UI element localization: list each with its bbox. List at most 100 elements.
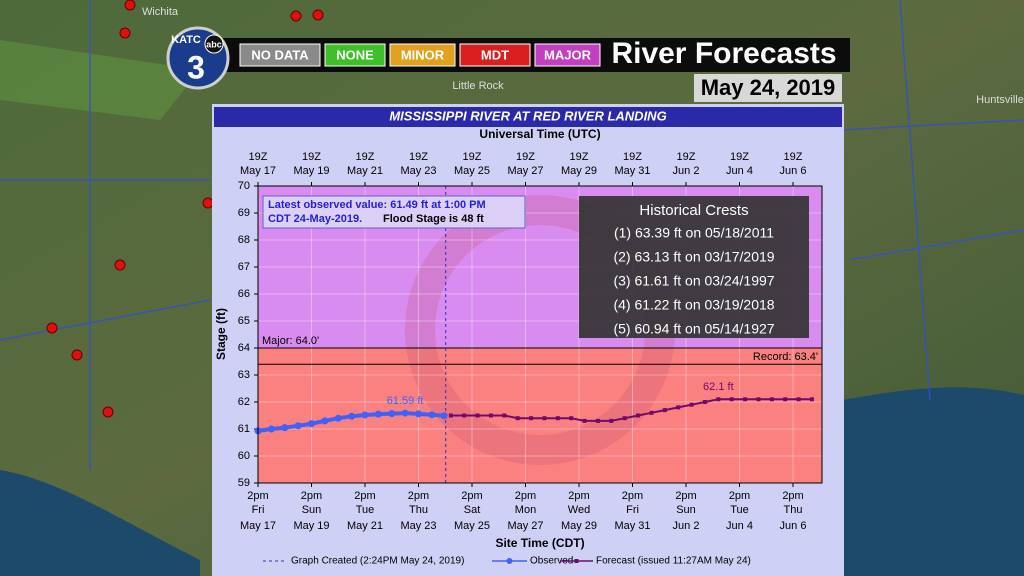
forecast-point — [676, 405, 681, 410]
x-tick-date: Jun 2 — [673, 520, 700, 532]
y-tick-label: 66 — [238, 288, 250, 300]
x-tick-day: Mon — [515, 504, 536, 516]
y-tick-label: 70 — [238, 180, 250, 192]
forecast-point — [636, 413, 641, 418]
forecast-point — [529, 416, 534, 421]
x-tick-date: May 27 — [507, 520, 543, 532]
forecast-point — [515, 416, 520, 421]
legend-swatch — [389, 43, 456, 67]
x-axis-label: Site Time (CDT) — [495, 536, 584, 550]
map-label: Wichita — [142, 6, 179, 18]
note-line: Latest observed value: 61.49 ft at 1:00 … — [268, 199, 486, 211]
forecast-point — [488, 413, 493, 418]
severity-legend: NO DATA NONE MINOR MDT MAJOR — [239, 43, 601, 67]
observed-point — [281, 424, 289, 432]
legend-label: NONE — [336, 47, 374, 62]
crest-item: (2) 63.13 ft on 03/17/2019 — [613, 249, 774, 265]
observed-point — [321, 417, 329, 425]
x-tick-day: Sun — [302, 504, 322, 516]
x2-tick-date: May 25 — [454, 165, 490, 177]
y-tick-label: 68 — [238, 234, 250, 246]
crest-item: (4) 61.22 ft on 03/19/2018 — [613, 297, 774, 313]
x2-tick-date: Jun 6 — [780, 165, 807, 177]
x-tick-date: May 25 — [454, 520, 490, 532]
forecast-point — [502, 413, 507, 418]
observed-point — [428, 411, 436, 419]
x2-tick-label: 19Z — [623, 151, 642, 163]
legend-label: MDT — [481, 47, 509, 62]
x-tick-date: Jun 6 — [780, 520, 807, 532]
x2-tick-label: 19Z — [730, 151, 749, 163]
x-tick-date: May 29 — [561, 520, 597, 532]
x2-tick-date: May 29 — [561, 165, 597, 177]
x-tick-label: 2pm — [461, 490, 482, 502]
data-label: 61.59 ft — [387, 395, 424, 407]
x2-tick-label: 19Z — [356, 151, 375, 163]
x2-axis-label: Universal Time (UTC) — [479, 127, 600, 141]
legend-swatch — [324, 43, 386, 67]
x2-tick-date: May 19 — [293, 165, 329, 177]
x2-tick-label: 19Z — [570, 151, 589, 163]
series-line — [450, 398, 812, 422]
forecast-point — [448, 413, 453, 418]
forecast-point — [569, 416, 574, 421]
x2-tick-date: May 31 — [614, 165, 650, 177]
x-tick-day: Tue — [730, 504, 749, 516]
x-tick-label: 2pm — [568, 490, 589, 502]
legend-label: Forecast (issued 11:27AM May 24) — [596, 556, 751, 567]
observed-point — [388, 410, 396, 418]
forecast-point — [542, 416, 547, 421]
x2-tick-label: 19Z — [302, 151, 321, 163]
plot-frame — [257, 185, 823, 484]
x-tick-label: 2pm — [408, 490, 429, 502]
forecast-point — [689, 402, 694, 407]
observed-point — [294, 422, 302, 430]
note-line: Flood Stage is 48 ft — [383, 213, 484, 225]
forecast-point — [756, 397, 761, 402]
x-tick-label: 2pm — [675, 490, 696, 502]
legend-swatch — [534, 43, 601, 67]
x-tick-date: May 21 — [347, 520, 383, 532]
forecast-point — [716, 397, 721, 402]
forecast-point — [555, 416, 560, 421]
note-box — [262, 195, 526, 229]
x-tick-label: 2pm — [354, 490, 375, 502]
x-tick-date: May 31 — [614, 520, 650, 532]
x2-tick-date: Jun 2 — [673, 165, 700, 177]
forecast-point — [743, 397, 748, 402]
x-tick-day: Sat — [464, 504, 481, 516]
x2-tick-label: 19Z — [784, 151, 803, 163]
legend-label: MAJOR — [544, 47, 592, 62]
y-axis-label: Stage (ft) — [214, 308, 228, 360]
y-tick-label: 62 — [238, 396, 250, 408]
x2-tick-date: May 17 — [240, 165, 276, 177]
x2-tick-date: May 27 — [507, 165, 543, 177]
x-tick-day: Thu — [784, 504, 803, 516]
x-tick-date: May 17 — [240, 520, 276, 532]
x-tick-label: 2pm — [247, 490, 268, 502]
x-tick-label: 2pm — [301, 490, 322, 502]
forecast-point — [462, 413, 467, 418]
channel-number: 3 — [187, 49, 205, 85]
note-line: CDT 24-May-2019. — [268, 213, 362, 225]
observed-point — [267, 425, 275, 433]
observed-point — [348, 412, 356, 420]
station-name: KATC — [171, 34, 201, 46]
observed-point — [440, 412, 448, 420]
observed-point — [415, 410, 423, 418]
chart-title: MISSISSIPPI RIVER AT RED RIVER LANDING — [389, 108, 666, 123]
crests-title: Historical Crests — [639, 202, 748, 219]
x-tick-day: Thu — [409, 504, 428, 516]
map-borders — [0, 0, 1024, 470]
y-tick-label: 63 — [238, 369, 250, 381]
reference-label: Record: 63.4' — [753, 351, 818, 363]
banner-title: River Forecasts — [611, 37, 836, 70]
x-tick-date: May 23 — [400, 520, 436, 532]
forecast-point — [649, 410, 654, 415]
y-tick-label: 67 — [238, 261, 250, 273]
legend-created: Graph Created (2:24PM May 24, 2019) — [291, 556, 464, 567]
observed-point — [361, 411, 369, 419]
map-zone — [0, 40, 200, 120]
x2-tick-date: Jun 4 — [726, 165, 753, 177]
